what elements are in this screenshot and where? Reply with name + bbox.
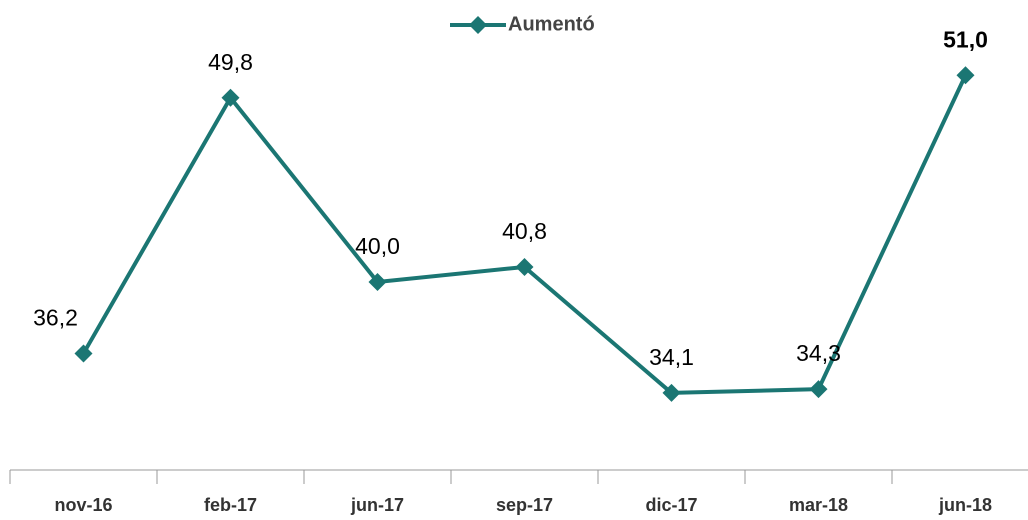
x-tick-label: sep-17 (496, 495, 553, 515)
data-label: 51,0 (943, 26, 988, 52)
data-label: 34,3 (796, 340, 841, 366)
data-label: 40,0 (355, 233, 400, 259)
data-label: 34,1 (649, 344, 694, 370)
point (368, 273, 387, 291)
point (662, 383, 681, 402)
data-label: 40,8 (502, 218, 547, 244)
x-tick-label: nov-16 (54, 495, 112, 515)
x-tick-label: jun-17 (350, 495, 404, 515)
x-tick-label: jun-18 (938, 495, 992, 515)
legend-marker (469, 16, 487, 34)
point (221, 88, 240, 107)
data-label: 36,2 (33, 305, 78, 331)
point (956, 66, 975, 85)
x-tick-label: mar-18 (789, 495, 848, 515)
point (809, 380, 828, 399)
legend-label: Aumentó (508, 13, 595, 35)
x-tick-label: dic-17 (645, 495, 697, 515)
point (74, 344, 93, 363)
data-label: 49,8 (208, 49, 253, 75)
point (515, 257, 534, 276)
x-tick-label: feb-17 (204, 495, 257, 515)
